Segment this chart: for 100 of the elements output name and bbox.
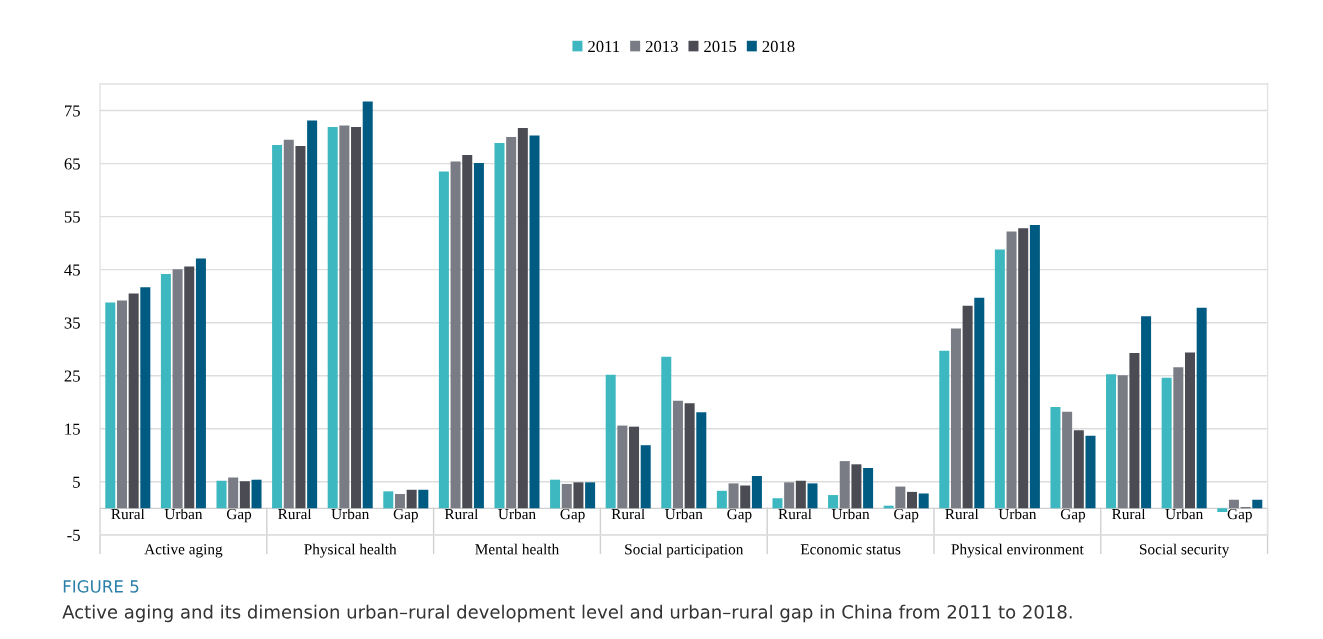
x-tick-label: Rural: [945, 508, 979, 520]
bar: [1252, 499, 1263, 509]
bar: [506, 137, 517, 509]
x-tick-label: Rural: [778, 508, 812, 520]
x-tick-label: Urban: [665, 508, 703, 520]
bar: [494, 142, 505, 509]
bar: [362, 101, 373, 509]
bar: [1062, 411, 1073, 509]
bar: [195, 258, 206, 509]
x-tick-label: Gap: [226, 508, 252, 523]
bar: [418, 489, 429, 509]
bar: [1196, 307, 1207, 509]
text: Mental health: [475, 543, 560, 555]
y-tick-label: 45: [64, 264, 80, 276]
x-tick-label: Rural: [278, 508, 312, 520]
bar: [1106, 374, 1117, 509]
bar: [351, 126, 362, 509]
bar: [339, 125, 350, 509]
y-tick-label: -5: [67, 529, 80, 541]
bar: [585, 482, 596, 509]
text: Social security: [1140, 543, 1230, 558]
text: Physical health: [304, 543, 397, 558]
bar: [307, 120, 318, 509]
legend-label: 2015: [704, 40, 737, 53]
x-tick-label: Gap: [393, 508, 418, 523]
bar: [272, 145, 283, 509]
bar: [784, 482, 795, 509]
bar: [629, 426, 640, 509]
text: Social participation: [625, 543, 744, 558]
bar: [605, 374, 616, 509]
bar: [795, 480, 806, 509]
bar: [684, 403, 695, 509]
text: Economic status: [800, 544, 901, 555]
bar: [251, 479, 262, 509]
bar: [1228, 499, 1239, 509]
bar: [962, 305, 973, 509]
bar: [1129, 352, 1140, 509]
bar: [1185, 352, 1196, 509]
bar: [394, 494, 405, 509]
x-tick-label: Urban: [164, 508, 203, 520]
y-tick-label: 15: [65, 423, 80, 435]
bar: [550, 479, 561, 509]
bar: [617, 425, 628, 509]
bar: [1029, 225, 1040, 509]
bar: [1117, 375, 1128, 509]
bar: [406, 489, 417, 509]
bar: [295, 146, 306, 509]
legend-label: 2018: [762, 40, 795, 53]
y-tick-label: 65: [64, 158, 80, 170]
bar: [751, 475, 762, 509]
bar: [383, 491, 394, 509]
bar: [216, 480, 227, 509]
bar: [1173, 367, 1184, 509]
bar: [184, 266, 195, 509]
bar: [160, 273, 171, 509]
x-tick-label: Gap: [1060, 508, 1086, 523]
bar: [1050, 407, 1061, 509]
bar: [1161, 377, 1172, 509]
caption: FIGURE 5: [63, 580, 139, 593]
y-tick-label: 25: [64, 370, 80, 382]
bar: [974, 297, 985, 509]
bar: [561, 483, 572, 509]
bar: [1217, 508, 1228, 513]
bar: [716, 490, 727, 509]
text: Physical environment: [951, 543, 1084, 558]
bar: [672, 400, 683, 509]
bar: [573, 482, 584, 509]
bar: [1141, 316, 1152, 509]
bar: [918, 493, 929, 509]
bar: [327, 126, 338, 509]
bar: [1073, 430, 1084, 509]
bar: [994, 249, 1005, 509]
x-tick-label: Rural: [1112, 508, 1146, 520]
bar: [128, 293, 139, 509]
bar: [807, 483, 818, 509]
bar: [116, 300, 127, 509]
y-tick-label: 35: [64, 317, 80, 329]
x-tick-label: Urban: [998, 508, 1037, 520]
x-tick-label: Urban: [331, 508, 370, 520]
bar: [517, 128, 528, 509]
x-tick-label: Rural: [111, 508, 145, 520]
bar: [239, 481, 250, 509]
bar: [1085, 435, 1096, 509]
bar: [939, 350, 950, 509]
legend-label: 2011: [588, 40, 620, 53]
x-tick-label: Urban: [498, 508, 536, 520]
bar: [950, 328, 961, 509]
y-tick-label: 75: [65, 105, 80, 117]
y-tick-label: 55: [64, 211, 80, 223]
text: Active aging and its dimension urban–rural development level and urban–rural gap in China from 2011 to 2018.: [62, 604, 1072, 623]
bar: [140, 287, 151, 509]
bar: [895, 486, 906, 509]
bar: [640, 445, 651, 509]
bar: [851, 464, 862, 509]
bar: [105, 302, 116, 509]
x-tick-label: Rural: [444, 508, 479, 520]
bar: [728, 483, 739, 509]
bar: [907, 491, 918, 509]
x-tick-label: Gap: [894, 508, 919, 523]
bar: [473, 163, 484, 509]
